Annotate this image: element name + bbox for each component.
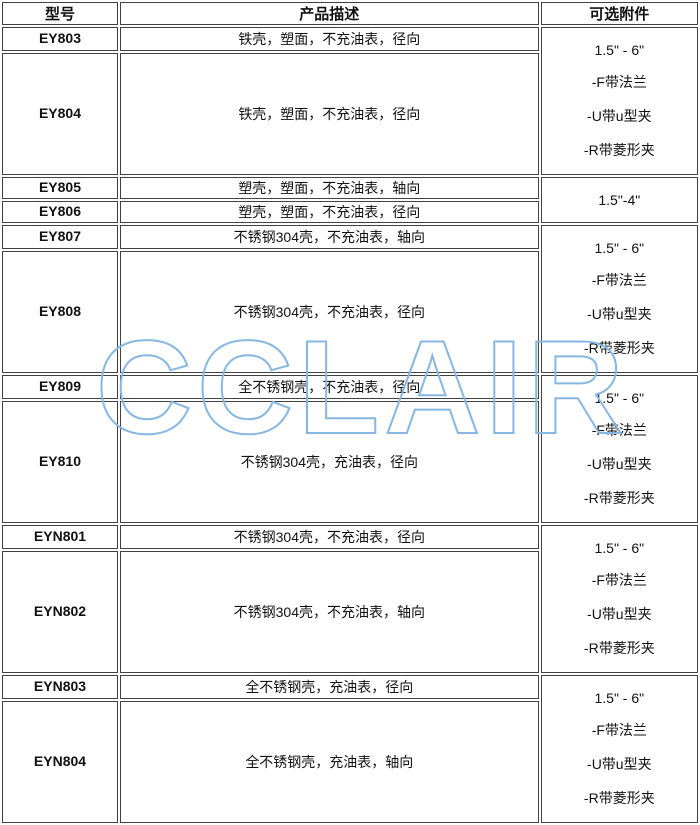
model-label: EY803	[38, 29, 82, 46]
accessory-option: 1.5"-4"	[598, 192, 641, 208]
description-text: 铁壳，塑面，不充油表，径向	[238, 30, 421, 47]
description-text: 不锈钢304壳，不充油表，径向	[233, 528, 425, 545]
accessory-option: 1.5" - 6"	[594, 390, 645, 406]
accessory-option: -F带法兰	[591, 422, 647, 438]
accessory-option: -R带菱形夹	[583, 490, 655, 506]
description-cell: 铁壳，塑面，不充油表，径向	[120, 27, 539, 51]
table-row: EY806 塑壳，塑面，不充油表，径向	[2, 201, 698, 223]
model-cell: EYN804	[2, 700, 118, 823]
accessory-option: -F带法兰	[591, 74, 647, 90]
description-cell: 全不锈钢壳，不充油表，径向	[120, 375, 539, 399]
table-row: EY807 不锈钢304壳，不充油表，轴向 1.5" - 6" -F带法兰 -U…	[2, 225, 698, 373]
model-label: EYN802	[33, 602, 87, 619]
table-row: EY808 不锈钢304壳，不充油表，径向	[2, 250, 698, 373]
description-text: 不锈钢304壳，不充油表，径向	[233, 303, 425, 320]
model-label: EY810	[38, 452, 82, 469]
model-label: EY805	[38, 179, 82, 195]
description-cell: 不锈钢304壳，不充油表，轴向	[120, 550, 539, 673]
accessories-cell: 1.5" - 6" -F带法兰 -U带u型夹 -R带菱形夹	[540, 27, 698, 175]
description-cell: 全不锈钢壳，充油表，径向	[120, 675, 539, 699]
accessories-cell: 1.5" - 6" -F带法兰 -U带u型夹 -R带菱形夹	[540, 525, 698, 673]
accessories-cell: 1.5" - 6" -F带法兰 -U带u型夹 -R带菱形夹	[540, 375, 698, 523]
model-label: EY807	[38, 227, 82, 244]
description-text: 全不锈钢壳，充油表，径向	[245, 678, 414, 695]
model-cell: EYN803	[2, 675, 118, 699]
model-cell: EY805	[2, 177, 118, 199]
accessory-option: -U带u型夹	[587, 108, 652, 124]
description-text: 塑壳，塑面，不充油表，径向	[238, 204, 421, 220]
description-text: 不锈钢304壳，充油表，径向	[240, 453, 418, 470]
column-header-description: 产品描述	[120, 2, 539, 25]
accessory-option: 1.5" - 6"	[594, 540, 645, 556]
model-label: EYN803	[33, 677, 87, 694]
table-row: EY810 不锈钢304壳，充油表，径向	[2, 400, 698, 523]
model-cell: EY809	[2, 375, 118, 399]
description-text: 不锈钢304壳，不充油表，轴向	[233, 228, 425, 245]
description-cell: 铁壳，塑面，不充油表，径向	[120, 52, 539, 175]
description-cell: 不锈钢304壳，不充油表，轴向	[120, 225, 539, 249]
description-cell: 不锈钢304壳，充油表，径向	[120, 400, 539, 523]
header-row: 型号 产品描述 可选附件	[2, 2, 698, 25]
accessory-option: 1.5" - 6"	[594, 690, 645, 706]
model-cell: EY804	[2, 52, 118, 175]
description-text: 铁壳，塑面，不充油表，径向	[238, 105, 421, 122]
model-label: EY804	[38, 104, 82, 121]
accessory-option: -R带菱形夹	[583, 640, 655, 656]
description-text: 不锈钢304壳，不充油表，轴向	[233, 603, 425, 620]
description-cell: 全不锈钢壳，充油表，轴向	[120, 700, 539, 823]
column-header-description-label: 产品描述	[299, 6, 360, 23]
accessory-option: -F带法兰	[591, 722, 647, 738]
table-row: EYN801 不锈钢304壳，不充油表，径向 1.5" - 6" -F带法兰 -…	[2, 525, 698, 673]
table-row: EY804 铁壳，塑面，不充油表，径向	[2, 52, 698, 175]
model-cell: EY810	[2, 400, 118, 523]
column-header-accessories-label: 可选附件	[589, 6, 650, 23]
model-label: EYN804	[33, 752, 87, 769]
description-text: 全不锈钢壳，不充油表，径向	[238, 378, 421, 395]
description-cell: 不锈钢304壳，不充油表，径向	[120, 250, 539, 373]
table-row: EY809 全不锈钢壳，不充油表，径向 1.5" - 6" -F带法兰 -U带u…	[2, 375, 698, 523]
accessory-option: 1.5" - 6"	[594, 42, 645, 58]
model-cell: EY806	[2, 201, 118, 223]
model-label: EY809	[38, 377, 82, 394]
table-row: EYN803 全不锈钢壳，充油表，径向 1.5" - 6" -F带法兰 -U带u…	[2, 675, 698, 823]
accessories-cell: 1.5"-4"	[540, 177, 698, 223]
description-cell: 不锈钢304壳，不充油表，径向	[120, 525, 539, 549]
model-cell: EY808	[2, 250, 118, 373]
column-header-model-label: 型号	[44, 6, 75, 23]
description-cell: 塑壳，塑面，不充油表，轴向	[120, 177, 539, 199]
accessory-option: -R带菱形夹	[583, 340, 655, 356]
accessory-option: -R带菱形夹	[583, 790, 655, 806]
model-label: EYN801	[33, 527, 87, 544]
model-cell: EY803	[2, 27, 118, 51]
accessory-option: 1.5" - 6"	[594, 240, 645, 256]
table-row: EY805 塑壳，塑面，不充油表，轴向 1.5"-4"	[2, 177, 698, 223]
model-label: EY808	[38, 302, 82, 319]
column-header-accessories: 可选附件	[540, 2, 698, 25]
accessory-option: -U带u型夹	[587, 756, 652, 772]
description-text: 塑壳，塑面，不充油表，轴向	[238, 180, 421, 196]
accessory-option: -U带u型夹	[587, 606, 652, 622]
column-header-model: 型号	[2, 2, 118, 25]
description-cell: 塑壳，塑面，不充油表，径向	[120, 201, 539, 223]
model-cell: EYN801	[2, 525, 118, 549]
accessory-option: -U带u型夹	[587, 306, 652, 322]
model-cell: EY807	[2, 225, 118, 249]
table-row: EYN802 不锈钢304壳，不充油表，轴向	[2, 550, 698, 673]
accessory-option: -F带法兰	[591, 572, 647, 588]
accessory-option: -U带u型夹	[587, 456, 652, 472]
accessory-option: -F带法兰	[591, 272, 647, 288]
accessories-cell: 1.5" - 6" -F带法兰 -U带u型夹 -R带菱形夹	[540, 225, 698, 373]
accessories-cell: 1.5" - 6" -F带法兰 -U带u型夹 -R带菱形夹	[540, 675, 698, 823]
description-text: 全不锈钢壳，充油表，轴向	[245, 753, 414, 770]
accessory-option: -R带菱形夹	[583, 142, 655, 158]
model-cell: EYN802	[2, 550, 118, 673]
table-row: EY803 铁壳，塑面，不充油表，径向 1.5" - 6" -F带法兰 -U带u…	[2, 27, 698, 175]
model-label: EY806	[38, 203, 82, 219]
